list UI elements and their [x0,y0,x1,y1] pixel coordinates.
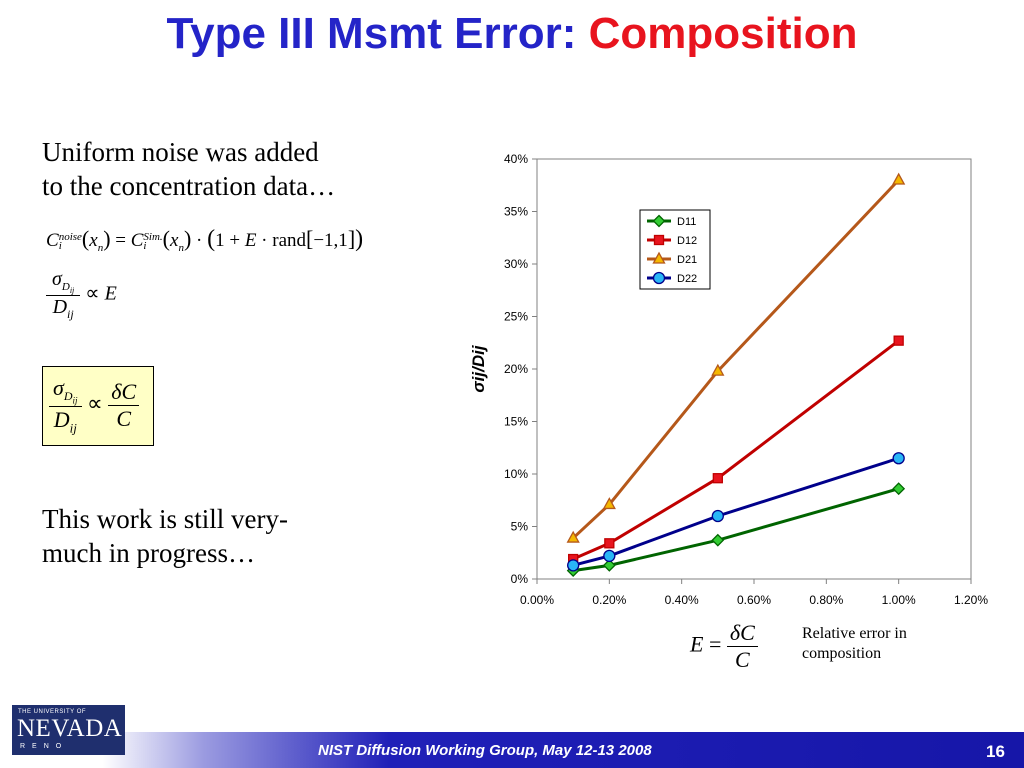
data-point-d21 [892,172,906,185]
progress-line-2: much in progress… [42,538,255,568]
error-label: Relative error in composition [802,625,907,662]
legend-label-d22: D22 [677,273,697,285]
footer-text: NIST Diffusion Working Group, May 12-13 … [318,742,652,759]
proportionality-equation: σDij Dij ∝ E [46,268,117,322]
data-point-d11 [711,533,725,547]
series-d21 [566,172,906,543]
series-d11 [566,482,906,578]
legend-label-d12: D12 [677,235,697,247]
university-logo: THE UNIVERSITY OF NEVADA RENO [12,705,125,755]
y-tick-label: 20% [504,362,528,376]
progress-line-1: This work is still very- [42,504,288,534]
data-point-d21 [566,530,580,543]
y-tick-label: 35% [504,205,528,219]
data-point-d22 [892,452,905,465]
y-tick-label: 15% [504,415,528,429]
slide-title: Type III Msmt Error: Composition [0,4,1024,64]
data-point-d21 [602,497,616,510]
series-line-d11 [572,487,900,573]
data-point-d22 [567,559,580,572]
y-tick-label: 0% [511,572,529,586]
y-tick-label: 40% [504,152,528,166]
x-tick-label: 0.20% [592,593,626,607]
x-tick-label: 0.80% [809,593,843,607]
chart-legend: D11 D12 D21 D22 [639,209,711,290]
legend-box [639,209,711,290]
series-line-d12 [572,339,900,561]
data-point-d22 [603,549,616,563]
progress-text: This work is still very- much in progres… [42,502,288,570]
series-line-d22 [572,456,900,567]
x-tick-label: 0.00% [520,593,554,607]
y-axis-label: σij/Dij [469,344,488,392]
intro-line-2: to the concentration data… [42,171,336,201]
x-tick-label: 1.20% [954,593,988,607]
x-tick-label: 0.60% [737,593,771,607]
legend-marker-d21 [652,251,666,264]
line-chart: 0% 5% 10% 15% 20% 25% 30% 35% 40% 0.00% 0.20% 0.40%… [469,152,988,607]
y-tick-label: 25% [504,310,528,324]
legend-marker-d22 [652,271,666,285]
y-tick-label: 30% [504,257,528,271]
page-number: 16 [986,742,1005,761]
series-line-d21 [572,178,900,540]
y-tick-label: 10% [504,467,528,481]
x-tick-label: 0.40% [665,593,699,607]
legend-marker-d12 [653,234,665,246]
legend-label-d11: D11 [677,216,696,228]
footer-bar [0,732,1024,768]
legend-marker-d11 [652,214,666,228]
x-tick-label: 1.00% [882,593,916,607]
plot-area [536,158,972,580]
data-point-d22 [711,509,724,523]
data-point-d11 [892,482,906,496]
legend-label-d21: D21 [677,254,697,266]
title-part-2: Composition [588,9,858,58]
intro-text: Uniform noise was added to the concentra… [42,135,335,203]
data-point-d11 [602,558,616,572]
intro-line-1: Uniform noise was added [42,137,319,167]
error-definition: E = δC C [690,620,758,673]
highlighted-equation-box: σDij Dij ∝ δC C [42,366,154,446]
series-d22 [567,452,905,572]
series-d12 [568,335,904,565]
y-tick-label: 5% [511,520,529,534]
data-point-d12 [893,335,904,346]
data-point-d21 [711,363,725,376]
title-part-1: Type III Msmt Error: [166,9,589,58]
data-point-d12 [604,538,615,549]
data-point-d12 [712,473,723,484]
